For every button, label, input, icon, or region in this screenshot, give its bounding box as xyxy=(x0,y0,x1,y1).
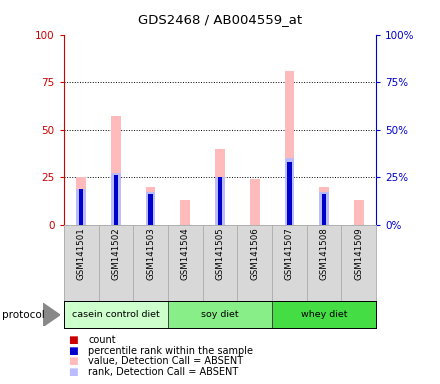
Bar xyxy=(285,158,294,225)
Bar xyxy=(64,301,168,328)
Bar xyxy=(180,200,190,225)
Bar xyxy=(322,194,326,225)
Bar xyxy=(146,192,155,225)
Text: GSM141507: GSM141507 xyxy=(285,227,294,280)
Bar xyxy=(146,187,155,225)
Bar xyxy=(287,162,292,225)
Text: ■: ■ xyxy=(68,356,78,366)
Text: count: count xyxy=(88,335,116,345)
Bar xyxy=(272,301,376,328)
Text: soy diet: soy diet xyxy=(201,310,239,319)
Bar xyxy=(215,149,225,225)
Text: ■: ■ xyxy=(68,367,78,377)
Text: protocol: protocol xyxy=(2,310,45,320)
Bar xyxy=(168,301,272,328)
Text: GSM141503: GSM141503 xyxy=(146,227,155,280)
Bar xyxy=(287,162,292,225)
Bar xyxy=(354,200,364,225)
Text: GSM141502: GSM141502 xyxy=(111,227,121,280)
Text: GSM141506: GSM141506 xyxy=(250,227,259,280)
Bar xyxy=(114,175,118,225)
Bar xyxy=(319,192,329,225)
Bar xyxy=(218,177,222,225)
Text: GSM141505: GSM141505 xyxy=(216,227,224,280)
Text: value, Detection Call = ABSENT: value, Detection Call = ABSENT xyxy=(88,356,243,366)
Bar xyxy=(322,194,326,225)
Text: rank, Detection Call = ABSENT: rank, Detection Call = ABSENT xyxy=(88,367,238,377)
Bar xyxy=(218,177,222,225)
Text: GSM141508: GSM141508 xyxy=(319,227,329,280)
Text: GSM141509: GSM141509 xyxy=(354,227,363,280)
Bar xyxy=(79,189,83,225)
Text: GSM141501: GSM141501 xyxy=(77,227,86,280)
Bar xyxy=(148,194,153,225)
Text: percentile rank within the sample: percentile rank within the sample xyxy=(88,346,253,356)
Bar xyxy=(114,175,118,225)
Text: GSM141504: GSM141504 xyxy=(181,227,190,280)
Bar xyxy=(285,71,294,225)
Bar xyxy=(111,173,121,225)
Text: GDS2468 / AB004559_at: GDS2468 / AB004559_at xyxy=(138,13,302,26)
Bar xyxy=(319,187,329,225)
Bar xyxy=(148,194,153,225)
Bar xyxy=(76,189,86,225)
Polygon shape xyxy=(43,303,60,326)
Text: whey diet: whey diet xyxy=(301,310,348,319)
Text: casein control diet: casein control diet xyxy=(72,310,160,319)
Text: ■: ■ xyxy=(68,346,78,356)
Text: ■: ■ xyxy=(68,335,78,345)
Bar xyxy=(250,179,260,225)
Bar xyxy=(111,116,121,225)
Bar xyxy=(215,177,225,225)
Bar xyxy=(79,189,83,225)
Bar xyxy=(76,177,86,225)
